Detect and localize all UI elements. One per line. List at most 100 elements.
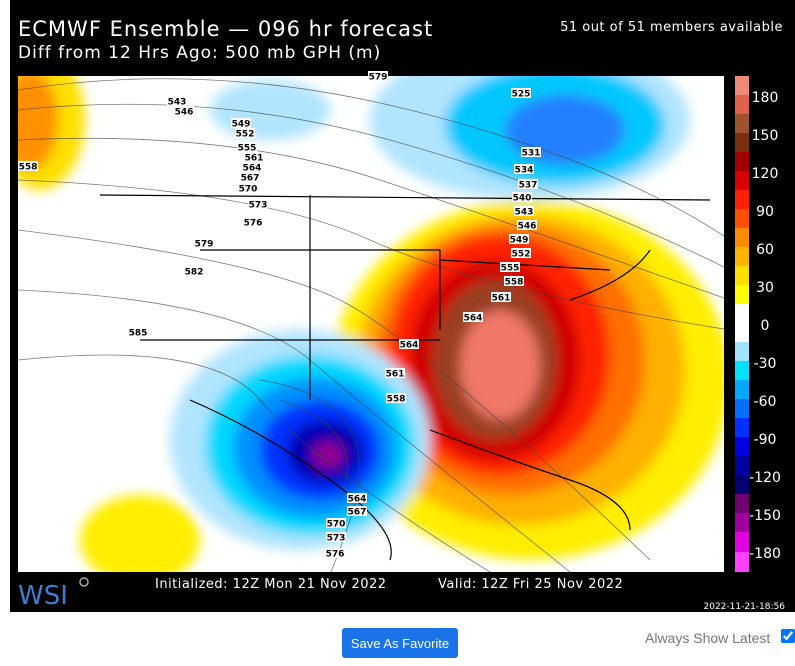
contour-label-box — [238, 183, 258, 193]
colorbar — [735, 76, 749, 572]
map-panel: ECMWF Ensemble — 096 hr forecast Diff fr… — [10, 0, 795, 612]
contour-label: 546 — [518, 222, 537, 232]
colorbar-label: -60 — [754, 394, 777, 410]
contour-label: 564 — [400, 341, 419, 351]
contour-label: 552 — [512, 250, 531, 260]
contour-label-box — [399, 339, 419, 349]
contour-label: 558 — [387, 395, 406, 405]
contour-label: 570 — [327, 520, 346, 530]
contour-label-box — [511, 88, 531, 98]
save-favorite-button[interactable]: Save As Favorite — [342, 628, 458, 658]
contour-label-box — [237, 142, 257, 152]
colorbar-label: -180 — [749, 546, 781, 562]
contour-label: 585 — [129, 329, 148, 339]
colorbar-label: 180 — [752, 90, 779, 106]
contour-label-box — [517, 220, 537, 230]
contour-label-box — [500, 262, 520, 272]
valid: Valid: 12Z Fri 25 Nov 2022 — [438, 577, 623, 592]
contour-label-box — [231, 118, 251, 128]
contour-label: 576 — [326, 550, 345, 560]
contour-label: 543 — [168, 98, 187, 108]
contour-label-box — [128, 327, 148, 337]
contour-label: 564 — [464, 314, 483, 324]
colorbar-label: 60 — [756, 242, 774, 258]
contour-label: 573 — [327, 534, 346, 544]
contour-label: 561 — [492, 294, 511, 304]
contour-label-box — [243, 217, 263, 227]
contour-label-box — [521, 147, 541, 157]
contour-label: 576 — [244, 219, 263, 229]
contour-label: 579 — [369, 73, 388, 83]
contour-label: 531 — [522, 149, 541, 159]
contour-label: 579 — [195, 240, 214, 250]
contour-label: 561 — [245, 154, 264, 164]
colorbar-label: 30 — [756, 280, 774, 296]
contour-label-box — [244, 152, 264, 162]
colorbar-label: -90 — [754, 432, 777, 448]
colorbar-label: -120 — [749, 470, 781, 486]
contour-label-box — [386, 393, 406, 403]
contour-label: 558 — [19, 163, 38, 173]
contour-label-box — [248, 199, 268, 209]
colorbar-label: 0 — [761, 318, 770, 334]
contour-label: 561 — [386, 370, 405, 380]
contour-label-box — [18, 161, 38, 171]
contour-label: 552 — [236, 130, 255, 140]
members: 51 out of 51 members available — [560, 20, 783, 35]
contour-label-box — [518, 179, 538, 189]
contour-label: 534 — [515, 166, 534, 176]
contour-label-box — [504, 276, 524, 286]
contour-label-box — [347, 493, 367, 503]
colorbar-label: 120 — [752, 166, 779, 182]
colorbar-label: -150 — [749, 508, 781, 524]
colorbar-label: 150 — [752, 128, 779, 144]
contour-label-box — [242, 162, 262, 172]
contour-label-box — [174, 106, 194, 116]
logo: WSI — [18, 581, 68, 611]
map — [18, 76, 724, 572]
map-graphic: ECMWF Ensemble — 096 hr forecast Diff fr… — [18, 17, 786, 612]
colorbar-label: 90 — [756, 204, 774, 220]
contour-label-box — [167, 96, 187, 106]
contour-label: 567 — [348, 508, 367, 518]
contour-label: 558 — [505, 278, 524, 288]
contour-label-box — [326, 532, 346, 542]
always-show-latest-label: Always Show Latest — [645, 630, 771, 646]
contour-label-box — [184, 266, 204, 276]
contour-label: 564 — [243, 164, 262, 174]
contour-label: 555 — [238, 144, 257, 154]
initialized: Initialized: 12Z Mon 21 Nov 2022 — [155, 577, 387, 592]
contour-label-box — [326, 518, 346, 528]
contour-label-box — [368, 71, 388, 81]
contour-label: 537 — [519, 181, 538, 191]
contour-label-box — [240, 172, 260, 182]
contour-label-box — [491, 292, 511, 302]
title: ECMWF Ensemble — 096 hr forecast — [18, 17, 433, 41]
contour-label: 555 — [501, 264, 520, 274]
subtitle: Diff from 12 Hrs Ago: 500 mb GPH (m) — [18, 43, 381, 63]
contour-label-box — [347, 506, 367, 516]
contour-label-box — [509, 234, 529, 244]
contour-label-box — [514, 206, 534, 216]
timestamp: 2022-11-21-18:56 — [704, 602, 786, 612]
contour-label-box — [514, 164, 534, 174]
contour-label: 546 — [175, 108, 194, 118]
contour-label-box — [385, 368, 405, 378]
contour-label-box — [511, 248, 531, 258]
contour-label: 525 — [512, 90, 531, 100]
contour-label-box — [463, 312, 483, 322]
contour-label-box — [325, 548, 345, 558]
contour-label: 582 — [185, 268, 204, 278]
contour-label: 567 — [241, 174, 260, 184]
contour-label-box — [235, 128, 255, 138]
contour-label: 540 — [513, 194, 532, 204]
contour-label-box — [194, 238, 214, 248]
contour-label: 564 — [348, 495, 367, 505]
contour-label: 549 — [510, 236, 529, 246]
always-show-latest-checkbox[interactable] — [781, 629, 795, 643]
contour-label: 573 — [249, 201, 268, 211]
contour-label: 570 — [239, 185, 258, 195]
colorbar-label: -30 — [754, 356, 777, 372]
contour-label-box — [512, 192, 532, 202]
